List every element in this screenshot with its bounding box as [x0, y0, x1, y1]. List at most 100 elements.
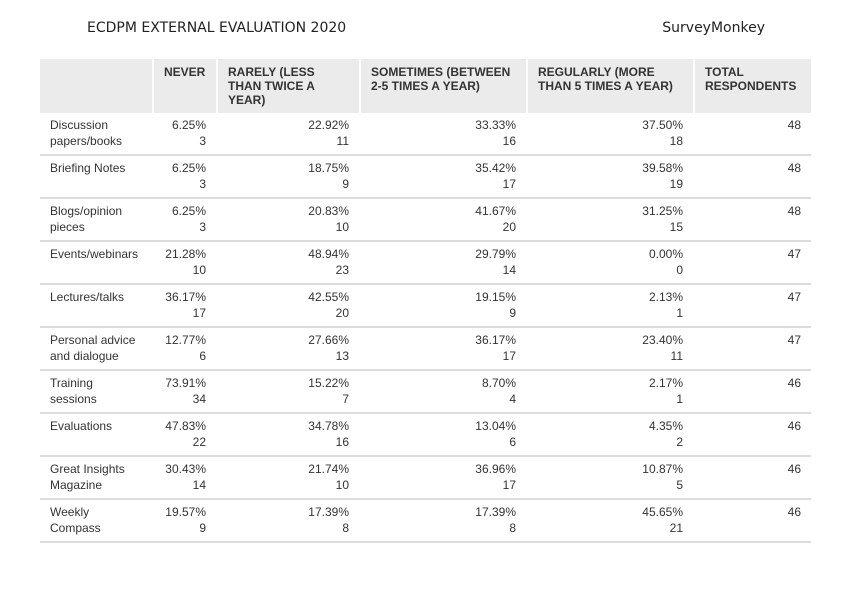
- cell-never: 73.91% 34: [152, 370, 217, 414]
- count-value: 13: [335, 349, 349, 363]
- percent-value: 6.25%: [171, 118, 206, 132]
- count-value: 34: [192, 392, 206, 406]
- count-value: 17: [192, 306, 206, 320]
- percent-value: 48.94%: [308, 247, 349, 261]
- column-header-label: [40, 59, 153, 113]
- count-value: 10: [335, 220, 349, 234]
- cell-regularly: 2.13% 1: [526, 284, 694, 328]
- percent-value: 2.17%: [648, 376, 683, 390]
- cell-never: 19.57% 9: [152, 499, 217, 543]
- percent-value: 22.92%: [308, 118, 349, 132]
- percent-value: 23.40%: [642, 333, 683, 347]
- cell-rarely: 15.22% 7: [216, 370, 360, 414]
- count-value: 14: [502, 263, 516, 277]
- cell-rarely: 17.39% 8: [216, 499, 360, 543]
- percent-value: 45.65%: [642, 505, 683, 519]
- percent-value: 18.75%: [308, 161, 349, 175]
- percent-value: 36.17%: [165, 290, 206, 304]
- table-row: Personal advice and dialogue 12.77% 6 27.66…: [40, 327, 811, 371]
- percent-value: 29.79%: [475, 247, 516, 261]
- total-respondents-value: 47: [693, 327, 811, 371]
- cell-regularly: 4.35% 2: [526, 413, 694, 457]
- cell-never: 47.83% 22: [152, 413, 217, 457]
- count-value: 3: [199, 220, 206, 234]
- count-value: 9: [199, 521, 206, 535]
- count-value: 8: [342, 521, 349, 535]
- percent-value: 13.04%: [475, 419, 516, 433]
- percent-value: 36.96%: [475, 462, 516, 476]
- brand-name: SurveyMonkey: [662, 20, 765, 36]
- cell-sometimes: 29.79% 14: [359, 241, 527, 285]
- percent-value: 37.50%: [642, 118, 683, 132]
- row-label: Discussion papers/books: [40, 113, 153, 156]
- count-value: 2: [676, 435, 683, 449]
- percent-value: 4.35%: [648, 419, 683, 433]
- row-label: Personal advice and dialogue: [40, 327, 153, 371]
- cell-never: 36.17% 17: [152, 284, 217, 328]
- table-row: Lectures/talks 36.17% 17 42.55% 20 19.15% 9 2.1…: [40, 284, 811, 328]
- cell-regularly: 39.58% 19: [526, 155, 694, 199]
- total-respondents-value: 46: [693, 499, 811, 543]
- cell-never: 6.25% 3: [152, 155, 217, 199]
- row-label: Weekly Compass: [40, 499, 153, 543]
- percent-value: 2.13%: [648, 290, 683, 304]
- percent-value: 34.78%: [308, 419, 349, 433]
- count-value: 5: [676, 478, 683, 492]
- cell-sometimes: 8.70% 4: [359, 370, 527, 414]
- percent-value: 31.25%: [642, 204, 683, 218]
- table-header-row: NEVER RARELY (LESS THAN TWICE A YEAR) SO…: [40, 59, 811, 113]
- total-respondents-value: 47: [693, 284, 811, 328]
- percent-value: 17.39%: [475, 505, 516, 519]
- cell-never: 6.25% 3: [152, 198, 217, 242]
- cell-sometimes: 36.17% 17: [359, 327, 527, 371]
- column-header-sometimes: SOMETIMES (BETWEEN 2-5 TIMES A YEAR): [359, 59, 527, 113]
- percent-value: 12.77%: [165, 333, 206, 347]
- count-value: 20: [502, 220, 516, 234]
- percent-value: 17.39%: [308, 505, 349, 519]
- cell-sometimes: 13.04% 6: [359, 413, 527, 457]
- percent-value: 6.25%: [171, 204, 206, 218]
- table-row: Evaluations 47.83% 22 34.78% 16 13.04% 6 4.35% 2…: [40, 413, 811, 457]
- cell-rarely: 42.55% 20: [216, 284, 360, 328]
- count-value: 11: [670, 349, 683, 363]
- cell-regularly: 10.87% 5: [526, 456, 694, 500]
- cell-sometimes: 33.33% 16: [359, 113, 527, 156]
- row-label: Great Insights Magazine: [40, 456, 153, 500]
- count-value: 18: [669, 134, 683, 148]
- cell-regularly: 45.65% 21: [526, 499, 694, 543]
- percent-value: 19.57%: [165, 505, 206, 519]
- table-body: Discussion papers/books 6.25% 3 22.92% 11 33.…: [40, 113, 811, 543]
- row-label: Events/webinars: [40, 241, 153, 285]
- count-value: 16: [502, 134, 516, 148]
- count-value: 14: [192, 478, 206, 492]
- cell-sometimes: 17.39% 8: [359, 499, 527, 543]
- cell-regularly: 0.00% 0: [526, 241, 694, 285]
- document-title: ECDPM EXTERNAL EVALUATION 2020: [87, 20, 347, 36]
- total-respondents-value: 48: [693, 155, 811, 199]
- cell-rarely: 20.83% 10: [216, 198, 360, 242]
- cell-rarely: 34.78% 16: [216, 413, 360, 457]
- percent-value: 8.70%: [481, 376, 516, 390]
- cell-never: 30.43% 14: [152, 456, 217, 500]
- total-respondents-value: 47: [693, 241, 811, 285]
- count-value: 9: [342, 177, 349, 191]
- row-label: Evaluations: [40, 413, 153, 457]
- total-respondents-value: 46: [693, 456, 811, 500]
- count-value: 20: [335, 306, 349, 320]
- cell-rarely: 18.75% 9: [216, 155, 360, 199]
- row-label: Training sessions: [40, 370, 153, 414]
- count-value: 1: [676, 306, 683, 320]
- count-value: 17: [502, 478, 516, 492]
- cell-never: 12.77% 6: [152, 327, 217, 371]
- column-header-rarely: RARELY (LESS THAN TWICE A YEAR): [216, 59, 360, 113]
- cell-regularly: 37.50% 18: [526, 113, 694, 156]
- count-value: 17: [502, 349, 516, 363]
- total-respondents-value: 48: [693, 113, 811, 156]
- cell-never: 6.25% 3: [152, 113, 217, 156]
- total-respondents-value: 46: [693, 370, 811, 414]
- table-row: Events/webinars 21.28% 10 48.94% 23 29.79% 14 0…: [40, 241, 811, 285]
- count-value: 6: [509, 435, 516, 449]
- percent-value: 30.43%: [165, 462, 206, 476]
- percent-value: 47.83%: [165, 419, 206, 433]
- cell-rarely: 48.94% 23: [216, 241, 360, 285]
